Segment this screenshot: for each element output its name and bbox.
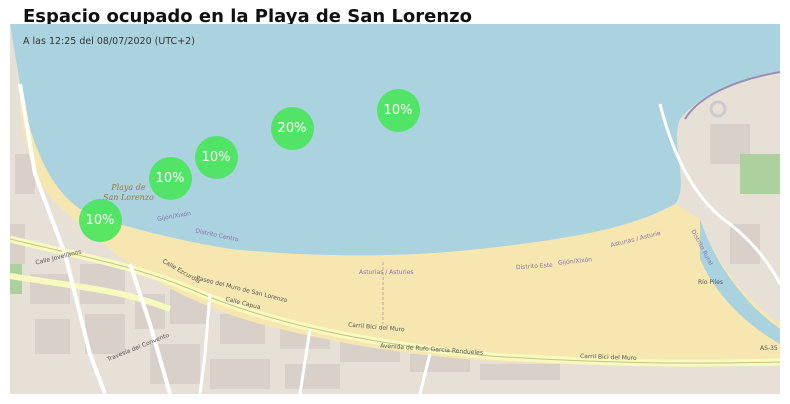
timestamp-subtitle: A las 12:25 del 08/07/2020 (UTC+2) [23, 36, 195, 47]
marker-occupancy-4[interactable]: 20% [270, 106, 314, 150]
label-asturias-1: Asturias / Asturies [359, 269, 414, 276]
map-title: Espacio ocupado en la Playa de San Loren… [23, 6, 473, 27]
place-label-playa: Playa de San Lorenzo [103, 183, 154, 203]
label-as35: AS-35 [760, 345, 778, 352]
marker-occupancy-1[interactable]: 10% [78, 198, 122, 242]
marker-occupancy-5[interactable]: 10% [376, 88, 420, 132]
place-label-line-2: San Lorenzo [103, 193, 154, 202]
place-label-line-1: Playa de [111, 183, 146, 192]
marker-occupancy-2[interactable]: 10% [148, 156, 192, 200]
basemap [10, 24, 780, 394]
map-view[interactable]: A las 12:25 del 08/07/2020 (UTC+2) Playa… [10, 24, 780, 394]
marker-occupancy-3[interactable]: 10% [194, 135, 238, 179]
label-el-piles: Río Piles [698, 279, 724, 286]
